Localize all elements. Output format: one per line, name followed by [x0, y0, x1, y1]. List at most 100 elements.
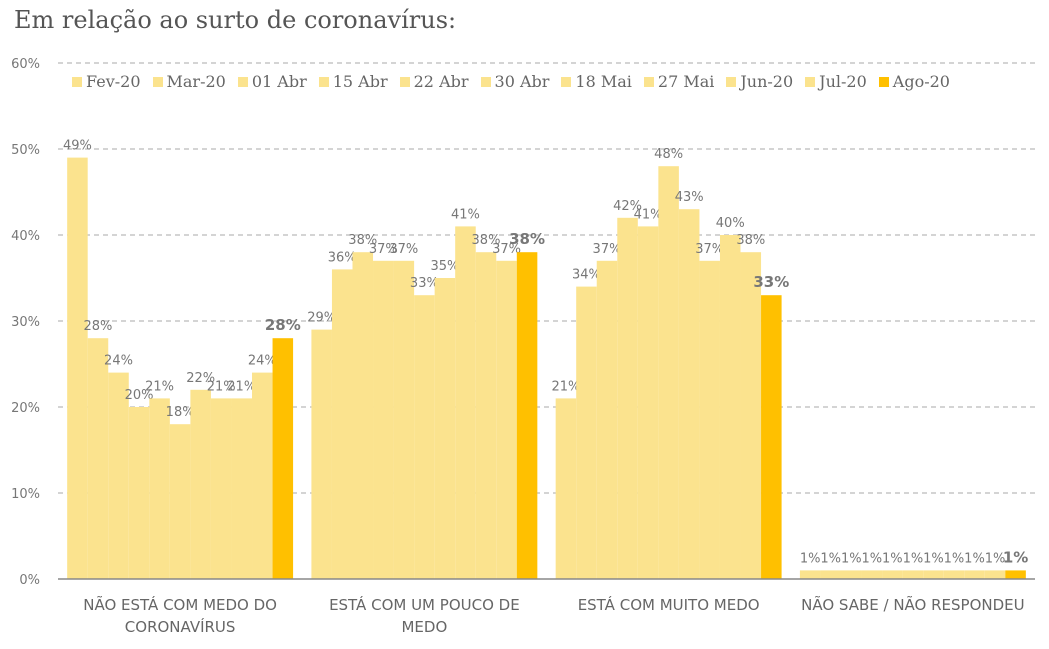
legend-swatch: [805, 76, 816, 87]
bar: [596, 260, 618, 579]
bar: [761, 295, 782, 579]
data-label: 37%: [369, 242, 398, 257]
bar: [719, 235, 741, 579]
bar: [87, 338, 109, 579]
y-tick-label: 40%: [11, 229, 40, 244]
data-label: 1%: [923, 551, 944, 566]
data-label: 1%: [903, 551, 924, 566]
bar: [108, 372, 129, 579]
legend-swatch: [237, 76, 248, 87]
bar: [699, 260, 720, 579]
x-tick-label: ESTÁ COM MUITO MEDO: [577, 596, 760, 614]
legend-item: Mar-20: [152, 72, 226, 91]
bar: [820, 570, 841, 579]
legend-swatch: [72, 76, 82, 87]
legend-label: 18 Mai: [575, 72, 632, 91]
data-label: 37%: [492, 242, 521, 257]
bar: [128, 407, 150, 579]
data-label: 41%: [634, 207, 663, 222]
legend-item: 01 Abr: [237, 72, 307, 91]
data-label: 1%: [841, 551, 862, 566]
bar: [434, 278, 456, 579]
data-label: 36%: [328, 250, 357, 265]
legend-label: Mar-20: [166, 72, 226, 91]
legend-item: Fev-20: [72, 72, 141, 91]
legend-label: Jun-20: [740, 72, 794, 91]
bar: [67, 157, 88, 579]
data-label: 33%: [753, 273, 789, 291]
bar: [555, 398, 577, 579]
legend-item: Jul-20: [805, 72, 867, 91]
data-label: 38%: [509, 230, 545, 248]
data-label: 24%: [248, 354, 277, 369]
bar: [882, 570, 903, 579]
legend-swatch: [152, 76, 163, 87]
legend-swatch: [561, 76, 572, 87]
bar: [923, 570, 944, 579]
legend: Fev-20 Mar-20 01 Abr 15 Abr 22 Abr 30 Abr 18 M…: [72, 72, 950, 91]
y-tick-label: 10%: [11, 487, 40, 502]
bar: [169, 424, 191, 579]
y-tick-label: 30%: [11, 315, 40, 330]
x-tick-label: NÃO ESTÁ COM MEDO DO CORONAVÍRUS: [83, 596, 277, 636]
bar: [414, 295, 435, 579]
bar: [740, 252, 762, 579]
bar: [311, 329, 332, 579]
legend-label: 30 Abr: [494, 72, 550, 91]
legend-swatch: [726, 76, 737, 87]
data-label: 40%: [716, 216, 745, 231]
data-label: 33%: [410, 276, 439, 291]
bar: [984, 570, 1006, 579]
legend-item: 30 Abr: [480, 72, 550, 91]
bar: [393, 260, 415, 579]
bar: [902, 570, 924, 579]
bar: [331, 269, 353, 579]
data-label: 37%: [389, 242, 418, 257]
data-label: 1%: [820, 551, 841, 566]
data-label: 1%: [861, 551, 882, 566]
bar: [475, 252, 497, 579]
bar: [799, 570, 821, 579]
legend-swatch: [480, 76, 491, 87]
legend-item: Jun-20: [726, 72, 793, 91]
data-label: 42%: [613, 199, 642, 214]
bar: [861, 570, 883, 579]
legend-swatch: [643, 76, 654, 87]
y-tick-label: 60%: [11, 57, 40, 72]
bar: [373, 260, 394, 579]
data-label: 29%: [307, 311, 336, 326]
data-label: 24%: [104, 354, 133, 369]
data-label: 20%: [125, 388, 154, 403]
legend-swatch: [878, 76, 889, 87]
bar: [658, 166, 679, 579]
legend-item: Ago-20: [878, 72, 950, 91]
legend-item: 15 Abr: [318, 72, 388, 91]
bar: [617, 217, 638, 580]
y-tick-label: 20%: [11, 401, 40, 416]
legend-label: Ago-20: [892, 72, 950, 91]
data-label: 21%: [551, 379, 580, 394]
data-label: 34%: [572, 268, 601, 283]
data-label: 21%: [207, 379, 236, 394]
y-tick-label: 50%: [11, 143, 40, 158]
data-label: 21%: [227, 379, 256, 394]
data-label: 37%: [695, 242, 724, 257]
data-label: 1%: [882, 551, 903, 566]
legend-item: 18 Mai: [561, 72, 632, 91]
bar: [576, 286, 597, 579]
data-label: 49%: [63, 139, 92, 154]
data-label: 43%: [675, 190, 704, 205]
data-label: 21%: [145, 379, 174, 394]
bar: [210, 398, 232, 579]
data-label: 38%: [348, 233, 377, 248]
bar: [272, 338, 294, 579]
data-label: 35%: [430, 259, 459, 274]
bar: [231, 398, 253, 579]
bar: [190, 389, 211, 579]
legend-label: 15 Abr: [332, 72, 388, 91]
data-label: 22%: [186, 371, 215, 386]
bar: [252, 372, 273, 579]
data-label: 48%: [654, 147, 683, 162]
